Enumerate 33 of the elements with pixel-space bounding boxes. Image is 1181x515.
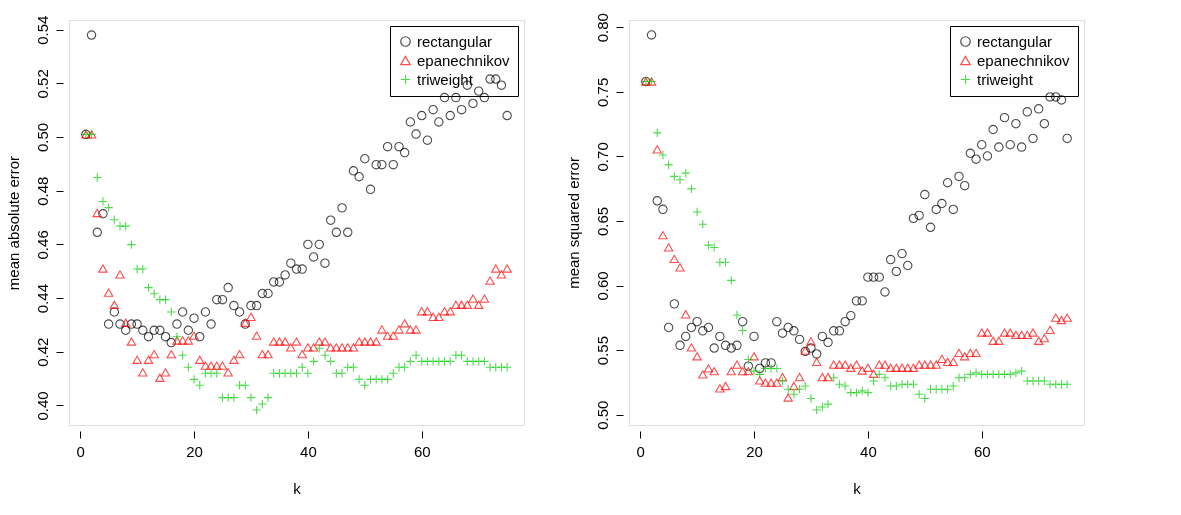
legend-label: rectangular: [417, 32, 493, 50]
legend-label: triweight: [417, 70, 474, 88]
y-tick-label: 0.40: [33, 391, 51, 421]
y-tick-label: 0.50: [33, 122, 51, 153]
x-tick-label: 0: [636, 442, 645, 460]
x-tick-label: 0: [76, 442, 85, 460]
y-tick-label: 0.60: [593, 271, 611, 301]
y-tick-label: 0.70: [593, 142, 611, 172]
y-axis-title: mean squared error: [564, 157, 582, 289]
x-tick-label: 60: [413, 442, 431, 460]
y-tick-label: 0.44: [33, 283, 51, 314]
y-tick-label: 0.54: [33, 15, 51, 45]
y-tick-label: 0.42: [33, 337, 51, 367]
y-tick-label: 0.55: [593, 335, 611, 366]
legend-label: rectangular: [977, 32, 1053, 50]
legend-label: epanechnikov: [417, 51, 511, 69]
y-tick-label: 0.80: [593, 13, 611, 43]
y-axis-title: mean absolute error: [4, 155, 22, 291]
x-tick-label: 40: [860, 442, 877, 460]
y-tick-label: 0.50: [593, 400, 611, 430]
x-tick-label: 20: [746, 442, 763, 460]
legend-label: epanechnikov: [977, 51, 1071, 69]
x-axis-title: k: [853, 479, 862, 497]
x-tick-label: 60: [973, 442, 991, 460]
y-tick-label: 0.52: [33, 69, 51, 99]
y-tick-label: 0.48: [33, 176, 51, 206]
y-tick-label: 0.46: [33, 230, 51, 260]
y-tick-label: 0.65: [593, 206, 611, 237]
legend-label: triweight: [977, 70, 1034, 88]
y-tick-label: 0.75: [593, 77, 611, 107]
x-axis-title: k: [293, 479, 302, 497]
x-tick-label: 20: [186, 442, 203, 460]
x-tick-label: 40: [300, 442, 317, 460]
